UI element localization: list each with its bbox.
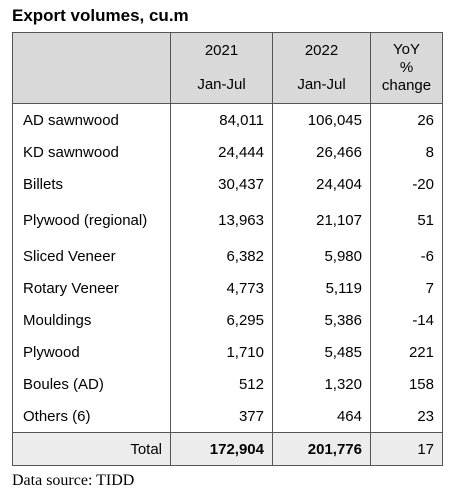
table-row: Plywood 1,710 5,485 221: [12, 336, 443, 368]
row-yoy: -20: [370, 168, 443, 200]
table-row: Mouldings 6,295 5,386 -14: [12, 304, 443, 336]
row-yoy: 51: [370, 200, 443, 240]
row-name: Sliced Veneer: [12, 240, 171, 272]
row-name: Others (6): [12, 400, 171, 433]
row-yoy: 158: [370, 368, 443, 400]
row-name: Rotary Veneer: [12, 272, 171, 304]
row-2022: 24,404: [272, 168, 371, 200]
table-row: Others (6) 377 464 23: [12, 400, 443, 433]
row-yoy: 221: [370, 336, 443, 368]
row-yoy: 7: [370, 272, 443, 304]
total-row: Total 172,904 201,776 17: [12, 432, 443, 466]
row-name: Billets: [12, 168, 171, 200]
row-2022: 21,107: [272, 200, 371, 240]
table-row: Billets 30,437 24,404 -20: [12, 168, 443, 200]
row-yoy: -6: [370, 240, 443, 272]
table-row: Rotary Veneer 4,773 5,119 7: [12, 272, 443, 304]
row-name: Boules (AD): [12, 368, 171, 400]
row-2022: 26,466: [272, 136, 371, 168]
row-2022: 464: [272, 400, 371, 433]
header-label-cell: [12, 32, 171, 104]
header-2022-year: 2022: [304, 42, 339, 59]
header-2021-year: 2021: [204, 42, 239, 59]
export-volumes-table: 2021 Jan-Jul 2022 Jan-Jul YoY % change A…: [12, 32, 443, 466]
total-2021: 172,904: [170, 432, 273, 466]
header-2021-period: Jan-Jul: [197, 76, 246, 93]
row-2022: 5,386: [272, 304, 371, 336]
row-2021: 6,382: [170, 240, 273, 272]
header-2022: 2022 Jan-Jul: [272, 32, 371, 104]
row-2021: 4,773: [170, 272, 273, 304]
row-name: Plywood (regional): [12, 200, 171, 240]
data-source-note: Data source: TIDD: [12, 472, 135, 489]
row-2022: 106,045: [272, 103, 371, 136]
total-yoy: 17: [370, 432, 443, 466]
row-name: Plywood: [12, 336, 171, 368]
header-yoy-line1: YoY: [393, 41, 420, 58]
header-yoy-line2: %: [399, 59, 414, 76]
table-row: Boules (AD) 512 1,320 158: [12, 368, 443, 400]
row-2021: 84,011: [170, 103, 273, 136]
row-name: AD sawnwood: [12, 103, 171, 136]
total-2022: 201,776: [272, 432, 371, 466]
table-row: Sliced Veneer 6,382 5,980 -6: [12, 240, 443, 272]
row-2021: 6,295: [170, 304, 273, 336]
row-2022: 1,320: [272, 368, 371, 400]
table-title: Export volumes, cu.m: [12, 6, 189, 25]
row-2022: 5,980: [272, 240, 371, 272]
row-name: Mouldings: [12, 304, 171, 336]
header-2021: 2021 Jan-Jul: [170, 32, 273, 104]
table-row: AD sawnwood 84,011 106,045 26: [12, 103, 443, 136]
header-yoy-line3: change: [381, 77, 432, 94]
row-2021: 1,710: [170, 336, 273, 368]
row-2022: 5,485: [272, 336, 371, 368]
row-yoy: 26: [370, 103, 443, 136]
row-name: KD sawnwood: [12, 136, 171, 168]
row-2022: 5,119: [272, 272, 371, 304]
table-row: Plywood (regional) 13,963 21,107 51: [12, 200, 443, 240]
row-2021: 377: [170, 400, 273, 433]
row-2021: 30,437: [170, 168, 273, 200]
row-yoy: 8: [370, 136, 443, 168]
row-yoy: 23: [370, 400, 443, 433]
header-2022-period: Jan-Jul: [297, 76, 346, 93]
header-row: 2021 Jan-Jul 2022 Jan-Jul YoY % change: [12, 32, 443, 104]
row-2021: 13,963: [170, 200, 273, 240]
table-row: KD sawnwood 24,444 26,466 8: [12, 136, 443, 168]
row-2021: 24,444: [170, 136, 273, 168]
row-yoy: -14: [370, 304, 443, 336]
row-2021: 512: [170, 368, 273, 400]
total-label: Total: [12, 432, 171, 466]
header-yoy: YoY % change: [370, 32, 443, 104]
